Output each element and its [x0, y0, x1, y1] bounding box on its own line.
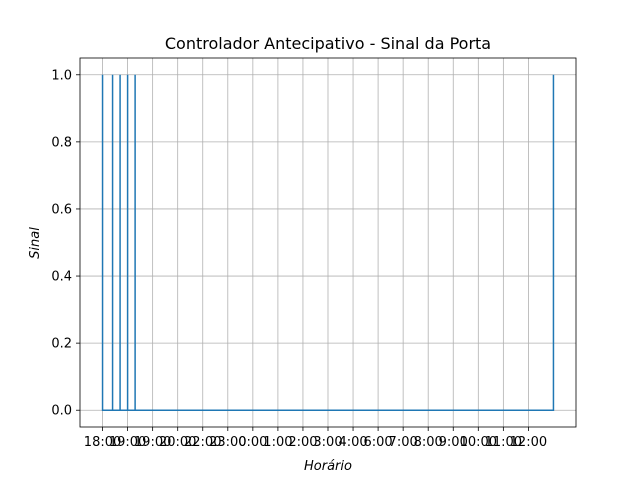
y-tick-label: 1.0 [51, 68, 72, 83]
x-tick-label: 9:00 [439, 435, 468, 450]
x-tick-label: 1:00 [263, 435, 292, 450]
x-tick-label: 3:00 [313, 435, 342, 450]
x-tick-label: 6:00 [363, 435, 392, 450]
x-tick-label: 2:00 [288, 435, 317, 450]
grid [80, 58, 576, 427]
y-axis-label: Sinal [28, 227, 43, 259]
y-tick-label: 0.6 [51, 202, 72, 217]
y-tick-label: 0.8 [51, 135, 72, 150]
x-tick-label: 18:00 [84, 435, 121, 450]
y-tick-label: 0.2 [51, 337, 72, 352]
chart-title: Controlador Antecipativo - Sinal da Port… [165, 34, 491, 53]
x-tick-label: 11:00 [485, 435, 522, 450]
x-tick-label: 4:00 [338, 435, 367, 450]
x-tick-label: 23:00 [209, 435, 246, 450]
series-layer [101, 74, 555, 411]
x-tick-label: 22:00 [184, 435, 221, 450]
x-tick-label: 10:00 [460, 435, 497, 450]
x-tick-label: 19:00 [134, 435, 171, 450]
x-tick-label: 12:00 [510, 435, 547, 450]
x-tick-label: 7:00 [389, 435, 418, 450]
x-tick-label: 8:00 [414, 435, 443, 450]
x-axis-label: Horário [304, 459, 352, 474]
x-tick-label: 20:00 [159, 435, 196, 450]
axis-ticks: 18:0019:0019:0020:0022:0023:000:001:002:… [51, 68, 547, 450]
y-tick-label: 0.4 [51, 270, 72, 285]
series-line [101, 74, 555, 411]
x-tick-label: 19:00 [109, 435, 146, 450]
x-tick-label: 0:00 [238, 435, 267, 450]
y-tick-label: 0.0 [51, 404, 72, 419]
